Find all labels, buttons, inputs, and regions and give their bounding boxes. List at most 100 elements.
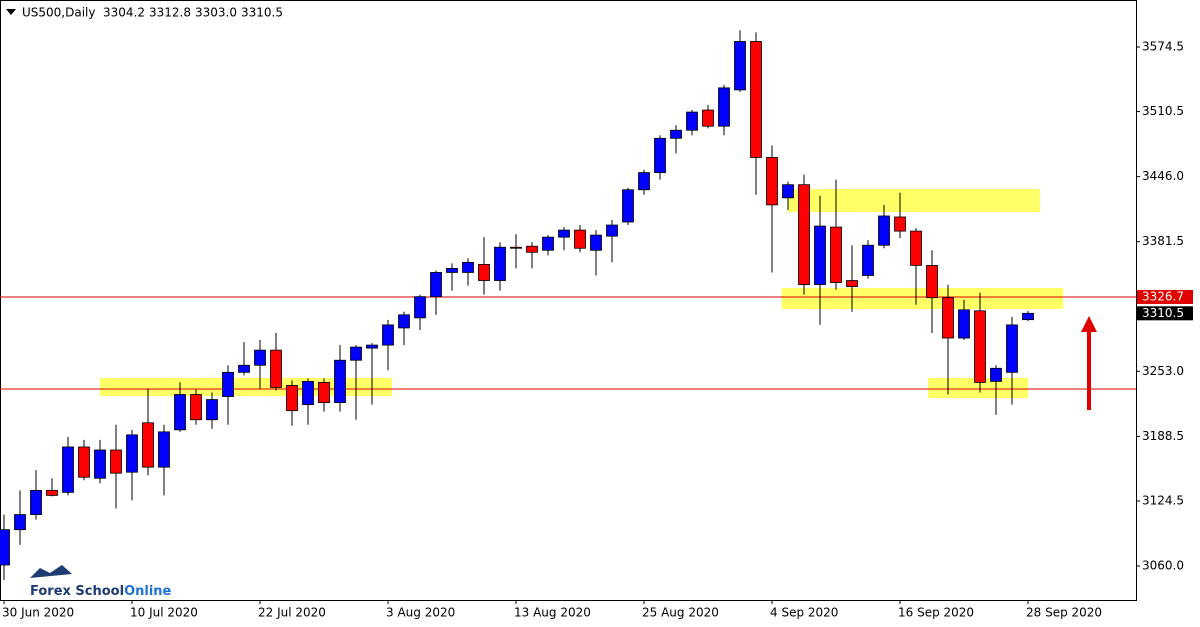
zone [100, 377, 392, 397]
candle-body [670, 129, 682, 139]
candle-body [798, 184, 810, 285]
candle-body [270, 349, 282, 388]
candle-body [702, 109, 714, 127]
y-tick-label: 3124.5 [1142, 493, 1184, 507]
logo-text: Forex SchoolOnline [30, 584, 172, 599]
price-tag [1137, 306, 1193, 321]
x-tick-label: 16 Sep 2020 [898, 606, 974, 620]
candle-body [958, 309, 970, 339]
candle-body [494, 246, 506, 281]
logo-text-a: Forex School [30, 584, 124, 599]
candle-body [622, 189, 634, 223]
candle-body [990, 367, 1002, 382]
candle-body [1022, 312, 1034, 321]
candle-body [654, 137, 666, 173]
candle-body [878, 215, 890, 246]
candle-body [254, 349, 266, 366]
candle-body [30, 489, 42, 515]
menu-triangle [6, 9, 16, 15]
candle-body [46, 489, 58, 496]
candle-body [510, 246, 522, 249]
x-tick-label: 10 Jul 2020 [130, 606, 198, 620]
candle-body [286, 385, 298, 412]
candle-body [974, 310, 986, 383]
header-values: 3304.2 3312.8 3303.0 3310.5 [103, 6, 283, 20]
y-tick-label: 3253.0 [1142, 364, 1184, 378]
candle-body [78, 446, 90, 478]
y-tick-label: 3446.0 [1142, 169, 1184, 183]
header-value: 3310.5 [241, 6, 283, 20]
price-tag [1137, 289, 1193, 304]
price-tag-label: 3326.7 [1142, 289, 1184, 303]
candle-body [542, 236, 554, 251]
candle-body [350, 346, 362, 361]
candle-body [222, 371, 234, 397]
y-tick-label: 3510.5 [1142, 104, 1184, 118]
candle-body [14, 514, 26, 531]
candle-body [398, 314, 410, 329]
candle-body [766, 157, 778, 206]
candle-body [462, 261, 474, 273]
price-tag-label: 3310.5 [1142, 306, 1184, 320]
candle-body [414, 296, 426, 319]
candle-body [174, 394, 186, 431]
logo-icon [30, 565, 72, 578]
candle-body [830, 226, 842, 283]
candle-body [814, 225, 826, 285]
logo: Forex SchoolOnline [30, 565, 172, 599]
candle-body [158, 431, 170, 468]
candle-body [238, 364, 250, 373]
candle-body [718, 87, 730, 127]
header-value: 3304.2 [103, 6, 145, 20]
y-tick-label: 3381.5 [1142, 234, 1184, 248]
candle-body [942, 297, 954, 339]
candle-body [430, 272, 442, 298]
candle-body [1006, 324, 1018, 373]
candle-body [526, 245, 538, 253]
candle-body [318, 382, 330, 403]
candle-body [142, 422, 154, 468]
candle-body [846, 280, 858, 287]
candle-body [94, 449, 106, 479]
candle-body [190, 394, 202, 421]
candle-body [0, 529, 10, 566]
x-tick-label: 25 Aug 2020 [642, 606, 719, 620]
candle-body [110, 449, 122, 474]
candle-body [910, 230, 922, 266]
candle-body [558, 229, 570, 238]
y-tick-label: 3060.0 [1142, 559, 1184, 573]
candle-body [478, 263, 490, 281]
candle-body [382, 324, 394, 346]
arrow-head [1081, 316, 1097, 332]
x-tick-label: 13 Aug 2020 [514, 606, 591, 620]
x-tick-label: 3 Aug 2020 [386, 606, 455, 620]
candle-body [894, 216, 906, 232]
candle-body [126, 434, 138, 473]
logo-text-b: Online [124, 584, 171, 599]
candle-body [590, 234, 602, 251]
y-tick-label: 3188.5 [1142, 429, 1184, 443]
header-value: 3312.8 [149, 6, 191, 20]
symbol-title: US500,Daily [22, 6, 95, 20]
candle-body [206, 399, 218, 421]
x-tick-label: 4 Sep 2020 [770, 606, 838, 620]
x-tick-label: 30 Jun 2020 [2, 606, 74, 620]
candle-body [606, 224, 618, 237]
candle-body [734, 41, 746, 91]
y-tick-label: 3574.5 [1142, 40, 1184, 54]
candle-body [574, 229, 586, 249]
candle-body [334, 359, 346, 403]
candle-body [750, 41, 762, 158]
candle-body [686, 111, 698, 131]
x-tick-label: 22 Jul 2020 [258, 606, 326, 620]
zone [781, 287, 1064, 309]
candle-body [638, 172, 650, 191]
candle-body [926, 265, 938, 299]
arrow [1081, 316, 1097, 410]
candle-body [62, 446, 74, 493]
candle-body [782, 184, 794, 199]
x-tick-label: 28 Sep 2020 [1026, 606, 1102, 620]
zone [788, 189, 1040, 213]
